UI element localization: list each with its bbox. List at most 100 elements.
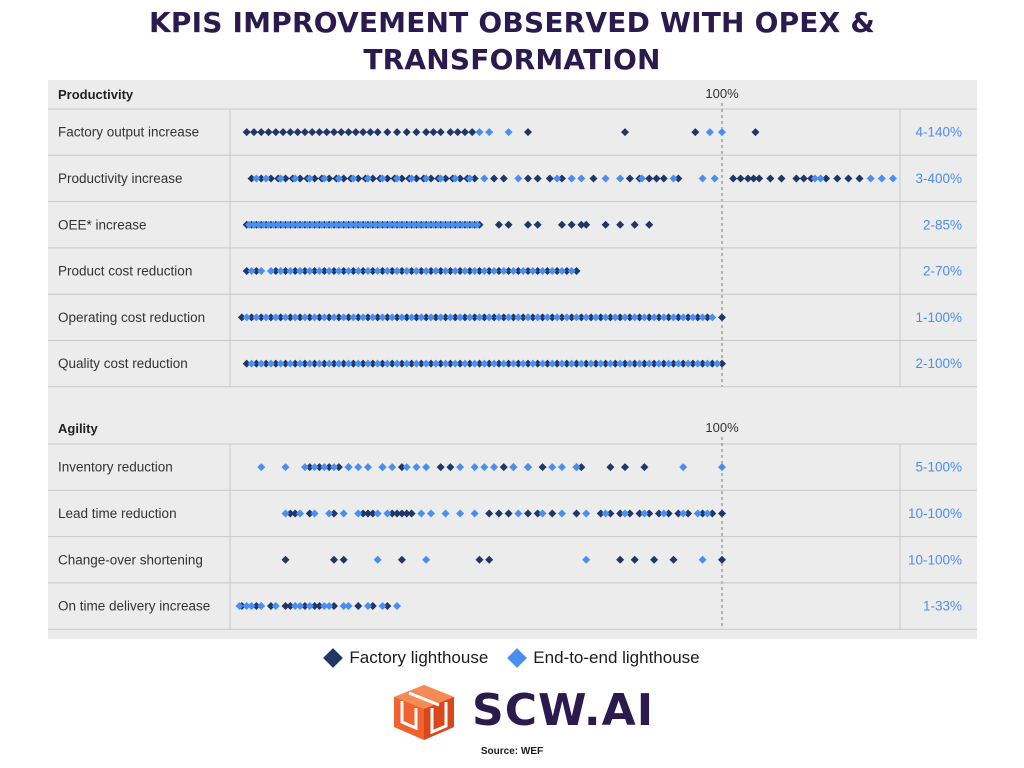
e2e-point — [422, 267, 431, 276]
e2e-point — [373, 509, 382, 518]
e2e-point — [422, 555, 431, 564]
factory-point — [844, 174, 853, 183]
e2e-point — [596, 359, 605, 368]
chart-title: KPIS IMPROVEMENT OBSERVED WITH OPEX & TR… — [0, 4, 1024, 78]
factory-point — [330, 128, 338, 137]
factory-point — [729, 174, 738, 183]
e2e-point — [572, 463, 581, 472]
factory-point — [499, 463, 508, 472]
factory-point — [630, 220, 639, 229]
e2e-point — [465, 313, 474, 322]
e2e-point — [315, 359, 324, 368]
factory-point — [397, 174, 406, 183]
row-label: On time delivery increase — [58, 599, 210, 614]
factory-point — [281, 359, 290, 368]
e2e-point — [247, 267, 256, 276]
factory-point — [543, 267, 552, 276]
factory-point — [548, 509, 557, 518]
factory-point — [611, 359, 620, 368]
factory-point — [485, 267, 494, 276]
factory-point — [524, 359, 532, 368]
factory-point — [799, 174, 808, 183]
factory-point — [436, 359, 445, 368]
factory-point — [368, 267, 377, 276]
factory-point — [402, 128, 411, 137]
e2e-point — [305, 174, 314, 183]
e2e-point — [259, 220, 268, 229]
factory-point — [833, 174, 842, 183]
e2e-point — [674, 359, 683, 368]
e2e-point — [235, 602, 244, 611]
e2e-point — [422, 359, 431, 368]
e2e-point — [249, 220, 258, 229]
e2e-point — [419, 220, 428, 229]
factory-point — [524, 509, 532, 518]
factory-point — [567, 313, 576, 322]
factory-point — [674, 509, 683, 518]
e2e-point — [470, 359, 479, 368]
e2e-point — [679, 313, 688, 322]
factory-point — [330, 359, 338, 368]
factory-point — [237, 313, 246, 322]
factory-point — [402, 509, 411, 518]
e2e-point — [611, 313, 620, 322]
factory-point — [402, 313, 411, 322]
factory-point — [393, 313, 402, 322]
factory-point — [337, 128, 346, 137]
factory-point — [354, 174, 363, 183]
e2e-point — [305, 267, 314, 276]
factory-point — [441, 313, 450, 322]
factory-point — [446, 359, 455, 368]
e2e-point — [645, 359, 654, 368]
factory-point — [596, 313, 605, 322]
e2e-point — [300, 463, 309, 472]
e2e-point — [363, 602, 372, 611]
row-range-label: 3-400% — [915, 171, 962, 186]
factory-point — [446, 128, 455, 137]
e2e-point — [366, 220, 375, 229]
factory-point — [393, 128, 402, 137]
factory-point — [650, 555, 659, 564]
factory-point — [388, 359, 397, 368]
factory-point — [339, 267, 348, 276]
e2e-point — [470, 463, 479, 472]
e2e-point — [417, 313, 426, 322]
e2e-point — [640, 313, 649, 322]
e2e-point — [659, 509, 668, 518]
factory-point — [300, 359, 309, 368]
e2e-point — [889, 174, 897, 183]
e2e-point — [816, 174, 825, 183]
e2e-point — [451, 174, 460, 183]
kpi-dot-chart: Productivity 100% Factory output increase 4… — [48, 86, 977, 630]
factory-point — [286, 509, 295, 518]
factory-point — [538, 313, 547, 322]
e2e-point — [296, 509, 305, 518]
e2e-point — [303, 220, 312, 229]
e2e-point — [567, 359, 576, 368]
e2e-point — [291, 174, 300, 183]
factory-point — [528, 313, 537, 322]
e2e-point — [422, 463, 431, 472]
factory-point — [330, 267, 338, 276]
e2e-point — [621, 313, 629, 322]
factory-point — [247, 313, 256, 322]
e2e-point — [679, 509, 688, 518]
factory-point — [635, 509, 644, 518]
e2e-point — [654, 359, 663, 368]
e2e-point — [315, 267, 324, 276]
e2e-point — [460, 359, 469, 368]
factory-point — [456, 267, 465, 276]
e2e-point — [359, 313, 368, 322]
factory-point — [252, 602, 261, 611]
factory-point — [480, 313, 489, 322]
e2e-point — [310, 313, 319, 322]
e2e-point — [446, 313, 455, 322]
factory-point — [572, 359, 581, 368]
e2e-point — [393, 359, 402, 368]
e2e-point — [334, 359, 343, 368]
factory-point — [591, 359, 600, 368]
factory-point — [664, 509, 673, 518]
factory-point — [645, 220, 654, 229]
e2e-point — [470, 267, 479, 276]
scw-logo: SCW.AI — [390, 682, 653, 742]
